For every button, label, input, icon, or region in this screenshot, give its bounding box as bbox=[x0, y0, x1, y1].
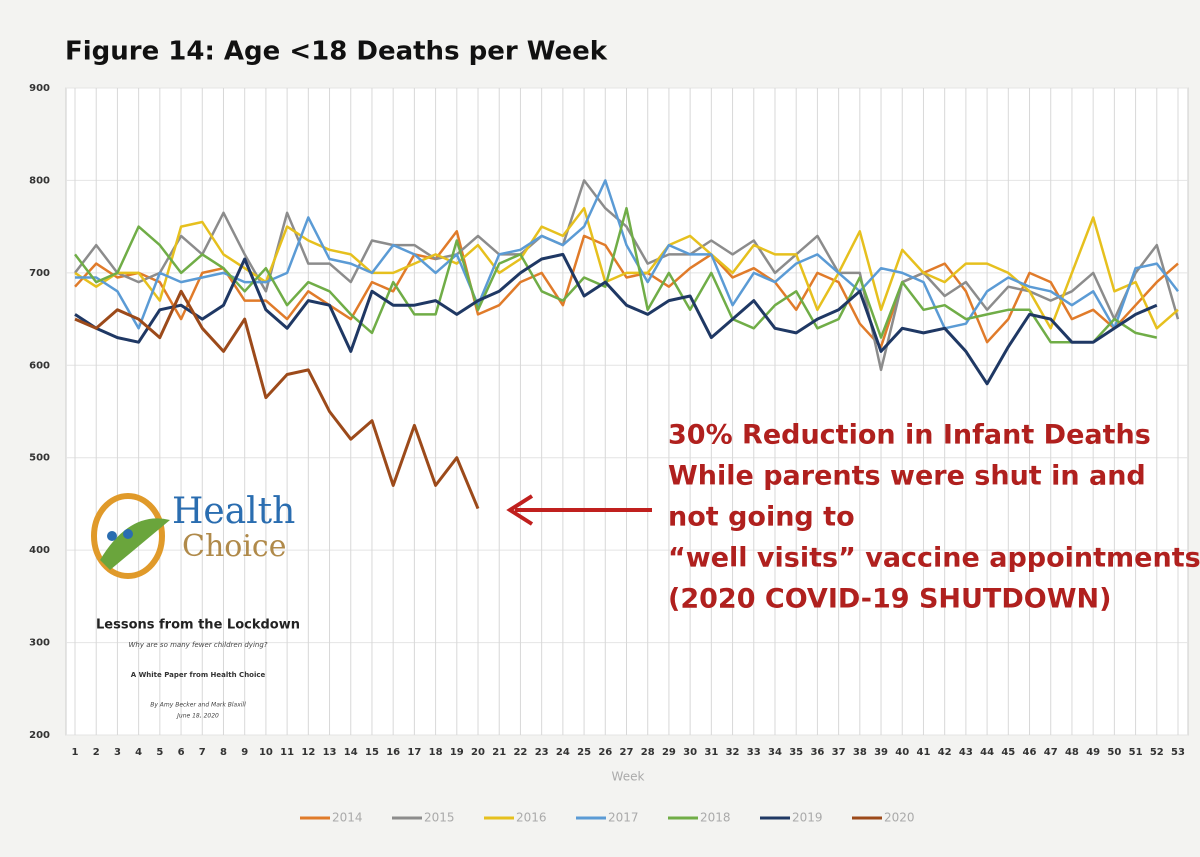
x-tick-label: 2 bbox=[93, 747, 100, 758]
x-tick-label: 49 bbox=[1086, 747, 1100, 758]
arrow-head bbox=[506, 494, 534, 526]
logo-figure bbox=[107, 531, 117, 541]
x-tick-label: 37 bbox=[832, 747, 846, 758]
x-tick-label: 26 bbox=[598, 747, 612, 758]
y-tick-label: 200 bbox=[29, 730, 50, 741]
x-tick-label: 13 bbox=[323, 747, 337, 758]
x-tick-label: 47 bbox=[1044, 747, 1058, 758]
x-tick-label: 4 bbox=[135, 747, 142, 758]
y-tick-label: 600 bbox=[29, 360, 50, 371]
x-tick-label: 16 bbox=[386, 747, 400, 758]
x-tick-label: 32 bbox=[726, 747, 740, 758]
x-tick-label: 48 bbox=[1065, 747, 1079, 758]
logo-figure bbox=[123, 529, 133, 539]
legend-label: 2019 bbox=[792, 811, 823, 825]
x-tick-label: 42 bbox=[938, 747, 952, 758]
x-tick-label: 24 bbox=[556, 747, 570, 758]
x-tick-label: 33 bbox=[747, 747, 761, 758]
x-tick-label: 50 bbox=[1107, 747, 1121, 758]
x-tick-label: 9 bbox=[241, 747, 248, 758]
series-line bbox=[74, 252, 1158, 386]
x-tick-label: 17 bbox=[407, 747, 421, 758]
annotation: While parents were shut in and bbox=[668, 461, 1146, 492]
x-tick-label: 8 bbox=[220, 747, 227, 758]
series-line bbox=[74, 179, 1180, 372]
x-axis-label: Week bbox=[612, 770, 645, 784]
x-tick-label: 39 bbox=[874, 747, 888, 758]
logo-text: Choice bbox=[182, 529, 287, 564]
logo: Health Choice bbox=[91, 491, 295, 579]
y-tick-label: 400 bbox=[29, 545, 50, 556]
paper-authors: By Amy Becker and Mark Blaxill bbox=[150, 702, 246, 709]
x-tick-label: 53 bbox=[1171, 747, 1185, 758]
legend-label: 2018 bbox=[700, 811, 731, 825]
x-tick-label: 28 bbox=[641, 747, 655, 758]
logo-text: Health bbox=[172, 491, 295, 532]
x-tick-label: 31 bbox=[704, 747, 718, 758]
x-tick-label: 34 bbox=[768, 747, 782, 758]
paper-kind: A White Paper from Health Choice bbox=[131, 671, 266, 679]
legend-label: 2015 bbox=[424, 811, 455, 825]
x-tick-label: 21 bbox=[492, 747, 506, 758]
legend-label: 2020 bbox=[884, 811, 915, 825]
y-tick-label: 700 bbox=[29, 268, 50, 279]
x-tick-label: 11 bbox=[280, 747, 294, 758]
annotation: not going to bbox=[668, 502, 855, 533]
series-line bbox=[74, 230, 1179, 349]
annotation: (2020 COVID-19 SHUTDOWN) bbox=[668, 584, 1111, 615]
logo-ring bbox=[91, 493, 165, 579]
x-tick-label: 18 bbox=[429, 747, 443, 758]
x-tick-label: 22 bbox=[513, 747, 527, 758]
x-tick-label: 41 bbox=[917, 747, 931, 758]
series-line bbox=[74, 206, 1158, 344]
x-tick-label: 23 bbox=[535, 747, 549, 758]
series-line bbox=[75, 179, 1179, 330]
logo-leaf bbox=[100, 518, 170, 570]
y-tick-label: 900 bbox=[29, 83, 50, 94]
x-tick-label: 51 bbox=[1129, 747, 1143, 758]
x-tick-label: 20 bbox=[471, 747, 485, 758]
legend-label: 2017 bbox=[608, 811, 639, 825]
y-tick-label: 300 bbox=[29, 638, 50, 649]
x-tick-label: 25 bbox=[577, 747, 591, 758]
x-tick-label: 52 bbox=[1150, 747, 1164, 758]
legend-label: 2016 bbox=[516, 811, 547, 825]
x-tick-label: 45 bbox=[1001, 747, 1015, 758]
x-tick-label: 40 bbox=[895, 747, 909, 758]
paper-subtitle: Why are so many fewer children dying? bbox=[129, 641, 268, 649]
x-tick-label: 35 bbox=[789, 747, 803, 758]
x-tick-label: 36 bbox=[810, 747, 824, 758]
x-tick-label: 3 bbox=[114, 747, 121, 758]
annotation: “well visits” vaccine appointments. bbox=[668, 543, 1200, 574]
paper-title: Lessons from the Lockdown bbox=[96, 618, 300, 633]
x-tick-label: 38 bbox=[853, 747, 867, 758]
x-tick-label: 10 bbox=[259, 747, 273, 758]
x-tick-label: 46 bbox=[1023, 747, 1037, 758]
x-tick-label: 43 bbox=[959, 747, 973, 758]
x-tick-label: 7 bbox=[199, 747, 206, 758]
series-line bbox=[74, 289, 480, 510]
x-tick-label: 44 bbox=[980, 747, 994, 758]
x-tick-label: 30 bbox=[683, 747, 697, 758]
x-tick-label: 15 bbox=[365, 747, 379, 758]
x-tick-label: 29 bbox=[662, 747, 676, 758]
x-tick-label: 5 bbox=[156, 747, 163, 758]
y-tick-label: 500 bbox=[29, 453, 50, 464]
x-tick-label: 1 bbox=[72, 747, 79, 758]
x-tick-label: 6 bbox=[178, 747, 185, 758]
x-tick-label: 27 bbox=[620, 747, 634, 758]
annotation: 30% Reduction in Infant Deaths bbox=[668, 420, 1151, 451]
arrow bbox=[506, 494, 652, 526]
y-tick-label: 800 bbox=[29, 175, 50, 186]
x-tick-label: 19 bbox=[450, 747, 464, 758]
x-tick-label: 14 bbox=[344, 747, 358, 758]
chart-title: Figure 14: Age <18 Deaths per Week bbox=[65, 37, 608, 67]
x-tick-label: 12 bbox=[301, 747, 315, 758]
legend-label: 2014 bbox=[332, 811, 363, 825]
paper-date: June 18, 2020 bbox=[176, 713, 219, 720]
